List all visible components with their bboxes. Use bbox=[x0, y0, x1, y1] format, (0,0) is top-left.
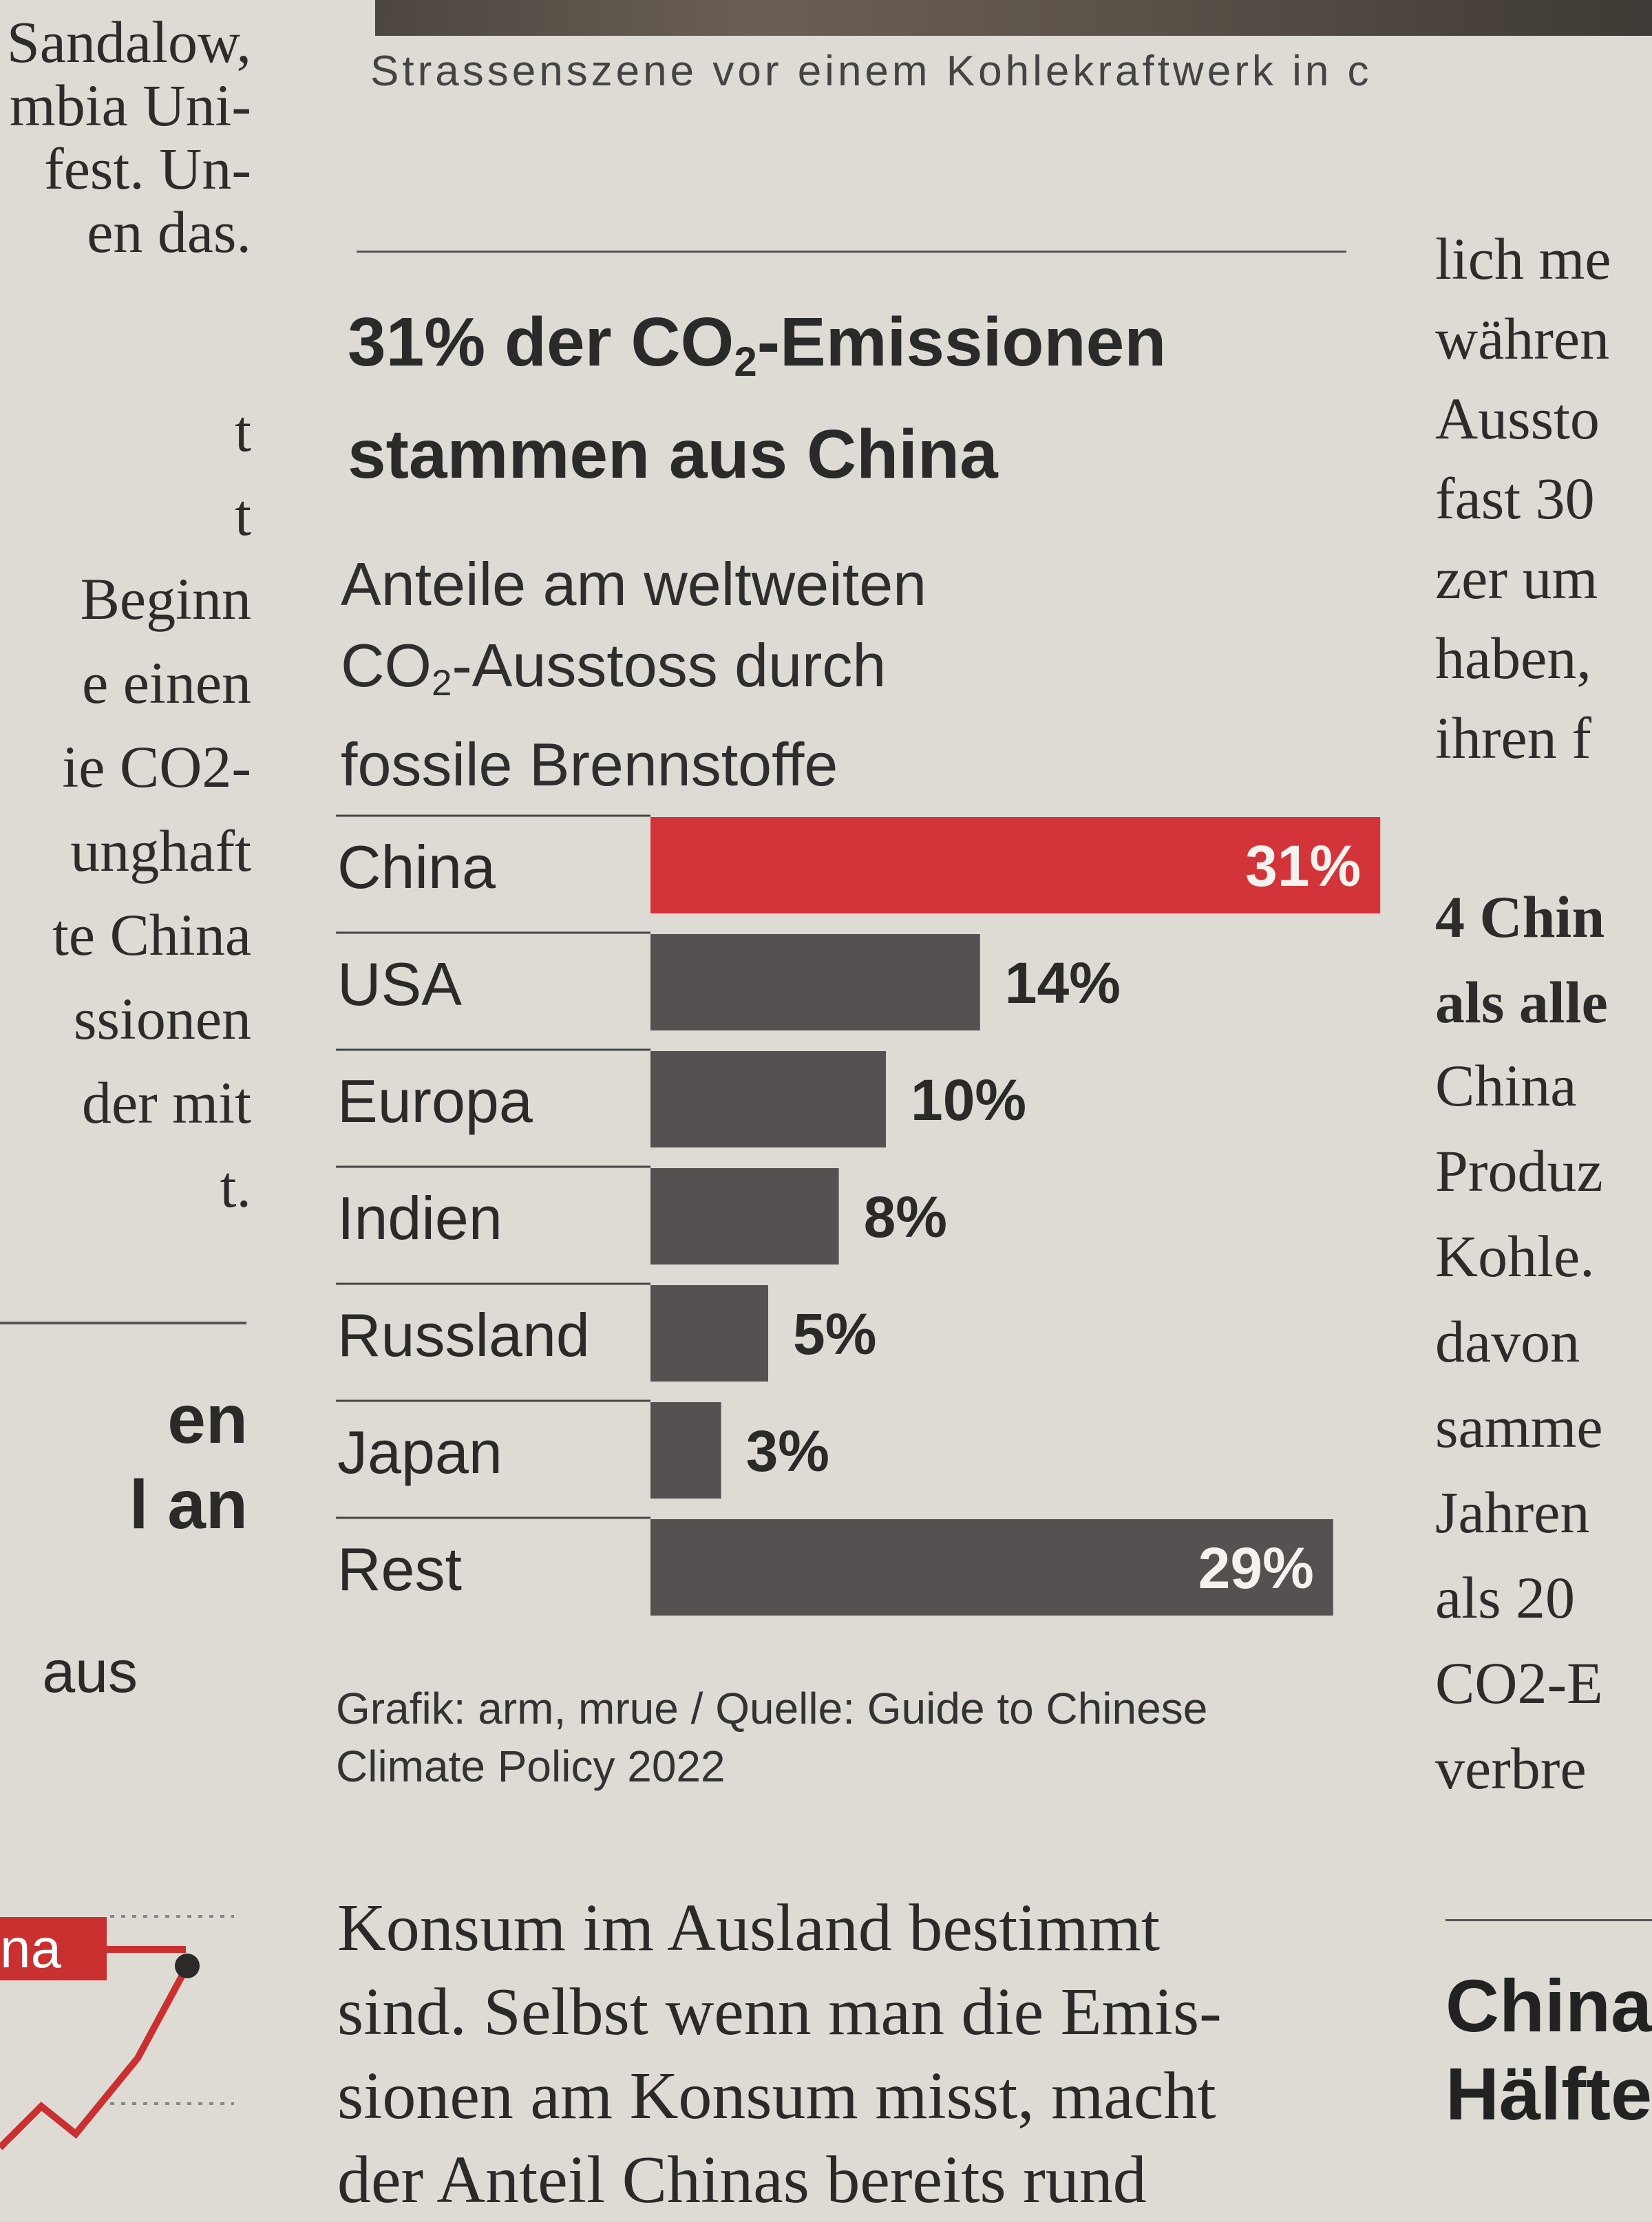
chart-title-part: 31% der CO bbox=[348, 304, 734, 381]
category-label: Europa bbox=[337, 1067, 533, 1135]
category-label: Russland bbox=[337, 1301, 590, 1369]
left-heading: en l an bbox=[129, 1377, 248, 1547]
bar-china bbox=[650, 817, 1381, 913]
right-heading-line: als alle bbox=[1435, 969, 1608, 1035]
right-heading: 4 Chin als alle bbox=[1435, 874, 1608, 1045]
left-heading-line: l an bbox=[129, 1466, 248, 1543]
left-line: t. bbox=[220, 1154, 251, 1220]
left-divider bbox=[0, 1322, 246, 1324]
bar-usa bbox=[650, 934, 980, 1030]
right-line: fast 30 bbox=[1435, 465, 1595, 531]
right-bottom-heading: China Hälfte bbox=[1446, 1962, 1652, 2138]
left-column-text-2: t t Beginn e einen ie CO2- unghaft te Ch… bbox=[52, 389, 251, 1229]
left-line: e einen bbox=[82, 650, 251, 716]
right-line: ihren f bbox=[1435, 705, 1591, 771]
value-label: 29% bbox=[1198, 1536, 1314, 1600]
left-line: en das. bbox=[87, 199, 251, 265]
right-line: Produz bbox=[1435, 1138, 1603, 1204]
right-line: Kohle. bbox=[1435, 1223, 1595, 1289]
right-col-rule bbox=[1446, 1919, 1652, 1921]
category-label: Indien bbox=[337, 1184, 502, 1252]
value-label: 31% bbox=[1245, 834, 1361, 898]
right-column-text-2: China Produz Kohle. davon samme Jahren a… bbox=[1435, 1043, 1603, 1811]
bar-japan bbox=[650, 1402, 721, 1499]
bar-chart: China 31% USA 14% Europa 10% Indien 8% Russland 5… bbox=[336, 814, 1381, 1616]
right-heading-line: 4 Chin bbox=[1435, 884, 1605, 950]
body-line: Konsum im Ausland bestimmt bbox=[337, 1891, 1161, 1965]
value-label: 5% bbox=[793, 1302, 876, 1366]
chart-top-rule bbox=[357, 251, 1346, 253]
right-column-text: lich me währen Aussto fast 30 zer um hab… bbox=[1435, 219, 1611, 778]
left-line: fest. Un- bbox=[44, 136, 251, 202]
bar-rest bbox=[650, 1519, 1333, 1616]
left-heading-line: en bbox=[167, 1381, 248, 1458]
right-line: lich me bbox=[1435, 226, 1611, 292]
chart-title-part: -Emissionen bbox=[756, 304, 1167, 381]
right-bottom-heading-line: China bbox=[1446, 1964, 1652, 2047]
category-label: Japan bbox=[337, 1418, 502, 1486]
right-line: Aussto bbox=[1435, 385, 1600, 452]
value-label: 14% bbox=[1005, 951, 1121, 1015]
right-line: haben, bbox=[1435, 625, 1591, 691]
chart-subtitle-part: CO bbox=[341, 631, 432, 699]
left-line: t bbox=[235, 398, 251, 464]
source-line: Grafik: arm, mrue / Quelle: Guide to Chi… bbox=[336, 1684, 1208, 1733]
chart-title-line-1: 31% der CO2-Emissionen bbox=[348, 296, 1166, 408]
category-label: China bbox=[337, 833, 496, 901]
chart-subtitle: Anteile am weltweiten CO2-Ausstoss durch… bbox=[341, 544, 926, 805]
value-label: 10% bbox=[911, 1068, 1026, 1132]
left-line: Sandalow, bbox=[6, 9, 251, 75]
right-line: Jahren bbox=[1435, 1479, 1590, 1545]
left-line: unghaft bbox=[70, 818, 251, 884]
chart-source: Grafik: arm, mrue / Quelle: Guide to Chi… bbox=[336, 1680, 1207, 1795]
photo-strip bbox=[375, 0, 1652, 36]
mini-line-chart bbox=[0, 1915, 234, 2150]
left-line: t bbox=[235, 482, 251, 548]
left-line: mbia Uni- bbox=[9, 72, 251, 138]
value-label: 3% bbox=[746, 1419, 829, 1483]
left-line: ssionen bbox=[74, 986, 251, 1052]
right-line: währen bbox=[1435, 306, 1610, 372]
body-line: sionen am Konsum misst, macht bbox=[337, 2059, 1216, 2133]
right-line: davon bbox=[1435, 1309, 1580, 1375]
left-line: Beginn bbox=[80, 566, 251, 632]
article-body: Konsum im Ausland bestimmt sind. Selbst … bbox=[337, 1886, 1356, 2222]
chart-title-subscript: 2 bbox=[734, 339, 757, 385]
left-column-text: Sandalow, mbia Uni- fest. Un- en das. bbox=[7, 0, 251, 274]
left-line: te China bbox=[52, 902, 251, 968]
left-aus-text: aus bbox=[42, 1639, 138, 1705]
chart-subtitle-line: CO2-Ausstoss durch bbox=[341, 625, 926, 724]
chart-subtitle-subscript: 2 bbox=[432, 663, 452, 704]
right-line: CO2-E bbox=[1435, 1650, 1603, 1716]
body-line: sind. Selbst wenn man die Emis- bbox=[337, 1975, 1222, 2049]
right-line: China bbox=[1435, 1052, 1577, 1119]
right-line: verbre bbox=[1435, 1735, 1587, 1801]
left-line: ie CO2- bbox=[62, 734, 251, 800]
right-bottom-heading-line: Hälfte bbox=[1446, 2052, 1652, 2135]
right-line: als 20 bbox=[1435, 1565, 1576, 1631]
bar-europa bbox=[650, 1051, 886, 1147]
source-line: Climate Policy 2022 bbox=[336, 1742, 726, 1791]
photo-caption: Strassenszene vor einem Kohlekraftwerk i… bbox=[370, 47, 1373, 95]
category-label: USA bbox=[337, 950, 462, 1018]
right-line: zer um bbox=[1435, 545, 1598, 611]
right-line: samme bbox=[1435, 1394, 1603, 1460]
bar-russland bbox=[650, 1285, 768, 1382]
left-line: der mit bbox=[82, 1070, 251, 1136]
category-label: Rest bbox=[337, 1535, 462, 1603]
china-tag: na bbox=[0, 1917, 107, 1980]
chart-subtitle-part: -Ausstoss durch bbox=[452, 631, 887, 699]
chart-subtitle-line: fossile Brennstoffe bbox=[341, 730, 838, 799]
chart-title: 31% der CO2-Emissionen stammen aus China bbox=[348, 296, 1166, 500]
bar-indien bbox=[650, 1168, 839, 1265]
value-label: 8% bbox=[864, 1185, 947, 1249]
chart-title-line-2: stammen aus China bbox=[348, 416, 998, 493]
chart-subtitle-line: Anteile am weltweiten bbox=[341, 550, 927, 618]
body-line: der Anteil Chinas bereits rund bbox=[337, 2143, 1147, 2217]
